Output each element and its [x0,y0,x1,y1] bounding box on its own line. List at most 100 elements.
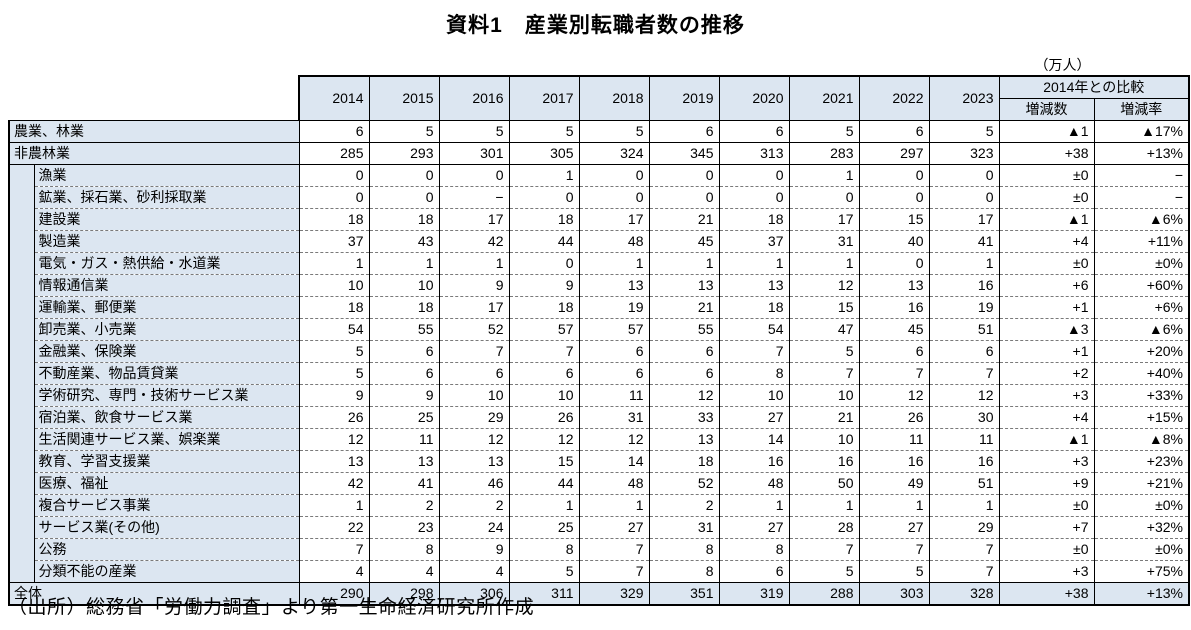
year-value: 0 [718,186,790,209]
table-row: 製造業 37 43 42 44 48 45 37 31 40 41 +4 +11% [9,230,1190,253]
row-label: 宿泊業、飲食サービス業 [33,406,300,429]
row-label: 分類不能の産業 [33,560,300,583]
year-value: 16 [788,450,860,473]
year-value: 29 [928,516,1000,539]
year-value: 10 [438,384,510,407]
year-value: 5 [368,120,440,143]
page-title: 資料1 産業別転職者数の推移 [446,14,745,37]
row-label: 生活関連サービス業、娯楽業 [33,428,300,451]
year-value: 17 [928,208,1000,231]
rate-value: ±0% [1093,252,1190,275]
col-header-diff: 増減数 [998,98,1095,121]
year-value: 0 [648,164,720,187]
year-value: 11 [858,428,930,451]
year-value: 26 [298,406,370,429]
diff-value: ▲1 [998,208,1095,231]
year-value: 10 [788,384,860,407]
year-value: 6 [648,120,720,143]
year-value: 13 [648,428,720,451]
year-value: 0 [788,186,860,209]
table-row: 鉱業、採石業、砂利採取業 0 0−0 0 0 0 0 0 0 ±0− [9,186,1190,209]
year-value: 13 [368,450,440,473]
year-value: 12 [438,428,510,451]
year-value: 27 [718,406,790,429]
rate-value: +15% [1093,406,1190,429]
year-value: 8 [648,538,720,561]
rate-value: ±0% [1093,538,1190,561]
industry-table-container: 2014 2015 2016 2017 2018 2019 2020 2021 … [8,75,1190,606]
year-value: 1 [578,494,650,517]
diff-value: +6 [998,274,1095,297]
year-value: 12 [788,274,860,297]
col-header-year: 2022 [858,75,930,121]
year-value: 28 [788,516,860,539]
year-value: 1 [928,252,1000,275]
year-value: 51 [928,318,1000,341]
row-label: サービス業(その他) [33,516,300,539]
year-value: 7 [718,340,790,363]
year-value: 12 [298,428,370,451]
year-value: 55 [648,318,720,341]
year-value: 0 [508,252,580,275]
year-value: 6 [368,340,440,363]
rate-value: +75% [1093,560,1190,583]
year-value: 288 [788,582,860,606]
year-value: 7 [438,340,510,363]
year-value: 7 [578,560,650,583]
year-value: 18 [298,208,370,231]
year-value: 1 [298,252,370,275]
year-value: 16 [858,296,930,319]
year-value: 17 [438,208,510,231]
year-value: 1 [858,494,930,517]
year-value: 313 [718,142,790,165]
year-value: 6 [298,120,370,143]
year-value: 7 [858,362,930,385]
year-value: 12 [928,384,1000,407]
table-row: 卸売業、小売業 54 55 52 57 57 55 54 47 45 51 ▲3 ▲6% [9,318,1190,341]
year-value: 7 [508,340,580,363]
year-value: 1 [928,494,1000,517]
rate-value: − [1093,164,1190,187]
diff-value: ▲1 [998,428,1095,451]
table-row: 教育、学習支援業 13 13 13 15 14 18 16 16 16 16 +3 +23% [9,450,1190,473]
diff-value: +38 [998,582,1095,606]
year-value: 13 [578,274,650,297]
table-row: 医療、福祉 42 41 46 44 48 52 48 50 49 51 +9 +21% [9,472,1190,495]
year-value: 1 [368,252,440,275]
year-value: 5 [578,120,650,143]
year-value: 10 [508,384,580,407]
rate-value: ±0% [1093,494,1190,517]
row-label: 漁業 [33,164,300,187]
year-value: 8 [718,362,790,385]
diff-value: +3 [998,384,1095,407]
table-row: 複合サービス事業 1 2 2 1 1 2 1 1 1 1 ±0 ±0% [9,494,1190,517]
row-label: 公務 [33,538,300,561]
year-value: 16 [718,450,790,473]
year-value: 14 [578,450,650,473]
year-value: 6 [858,120,930,143]
year-value: 14 [718,428,790,451]
year-value: 44 [508,230,580,253]
year-value: 30 [928,406,1000,429]
year-value: 25 [368,406,440,429]
rate-value: ▲6% [1093,208,1190,231]
table-row: 運輸業、郵便業 18 18 17 18 19 21 18 15 16 19 +1 +6% [9,296,1190,319]
year-value: 17 [788,208,860,231]
col-header-year: 2018 [578,75,650,121]
row-group-indent [8,164,35,583]
year-value: 8 [368,538,440,561]
year-value: 48 [578,472,650,495]
year-value: 4 [438,560,510,583]
year-value: 19 [578,296,650,319]
row-label: 教育、学習支援業 [33,450,300,473]
year-value: 12 [578,428,650,451]
table-row-total: 全体 290 298 306 311 329 351 319 288 303 328 +38 +13% [8,582,1190,606]
col-header-year: 2021 [788,75,860,121]
rate-value: +11% [1093,230,1190,253]
year-value: 0 [858,186,930,209]
year-value: 50 [788,472,860,495]
year-value: 0 [368,164,440,187]
rate-value: +13% [1093,142,1190,165]
year-value: 0 [858,164,930,187]
year-value: 1 [578,252,650,275]
